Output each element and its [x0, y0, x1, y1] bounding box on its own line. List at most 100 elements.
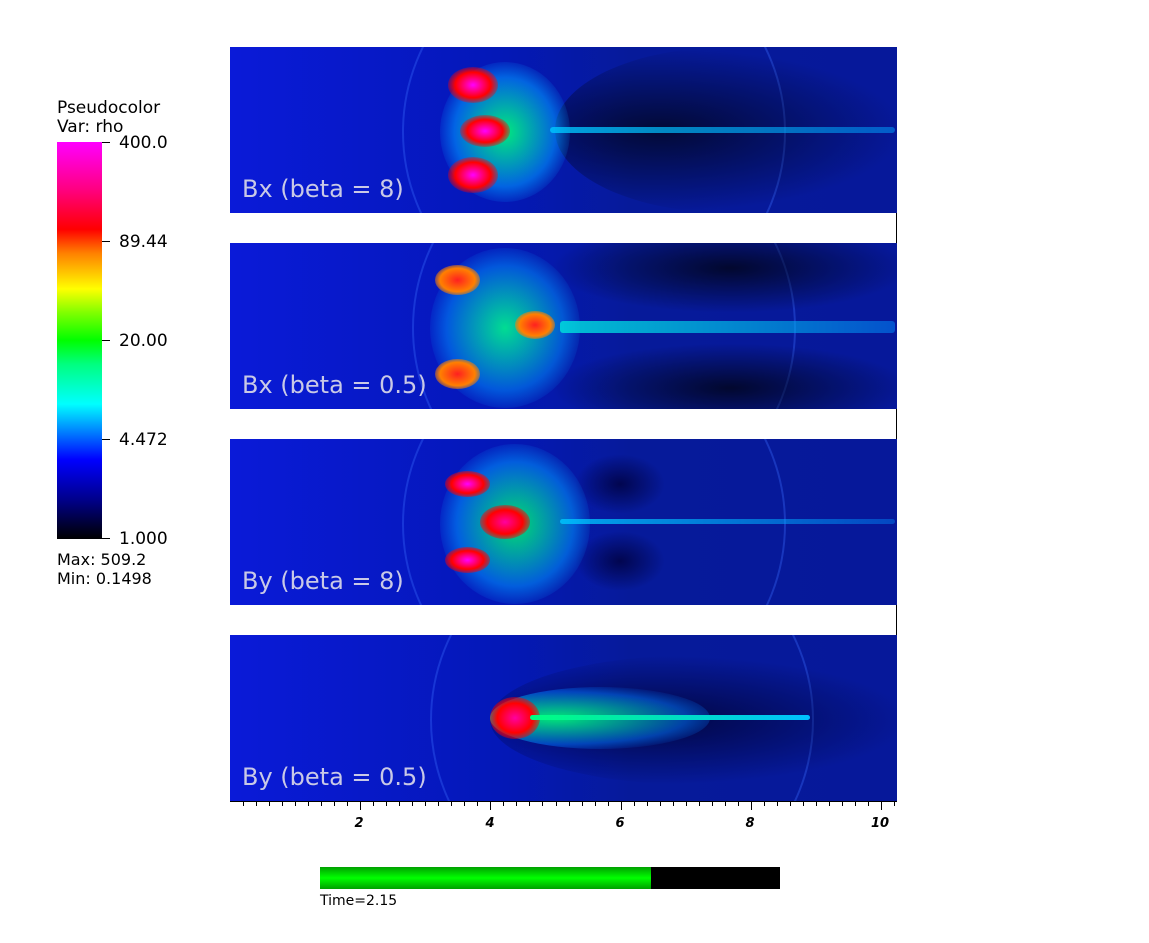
x-axis-minor-tick: [828, 801, 830, 806]
x-axis-minor-tick: [321, 801, 323, 806]
x-axis-minor-tick: [776, 801, 778, 806]
panel-divider: [896, 605, 897, 635]
jet-tail: [560, 519, 895, 524]
colorbar-tick-label: 4.472: [119, 430, 168, 450]
jet-tail: [530, 715, 810, 720]
legend-min: Min: 0.1498: [57, 569, 152, 588]
time-progress-bar: [320, 867, 780, 889]
x-axis-minor-tick: [854, 801, 856, 806]
x-axis-minor-tick: [386, 801, 388, 806]
x-axis-minor-tick: [594, 801, 596, 806]
x-axis-minor-tick: [347, 801, 349, 806]
x-axis-minor-tick: [295, 801, 297, 806]
x-axis-minor-tick: [750, 801, 752, 810]
x-axis-minor-tick: [282, 801, 284, 806]
simulation-panel-bx-beta-05: Bx (beta = 0.5): [230, 243, 897, 409]
colorbar-tick-label: 1.000: [119, 529, 168, 549]
x-axis-minor-tick: [399, 801, 401, 806]
x-axis-minor-tick: [568, 801, 570, 806]
colorbar-tick-label: 400.0: [119, 133, 168, 153]
x-axis: [230, 801, 897, 802]
dense-clump: [435, 359, 480, 389]
x-axis-minor-tick: [503, 801, 505, 806]
x-axis-minor-tick: [711, 801, 713, 806]
x-axis-minor-tick: [529, 801, 531, 806]
panel-divider: [896, 409, 897, 439]
panel-label: Bx (beta = 8): [242, 175, 404, 203]
x-axis-minor-tick: [438, 801, 440, 806]
dense-clump: [515, 311, 555, 339]
panel-label: By (beta = 8): [242, 567, 404, 595]
x-axis-minor-tick: [659, 801, 661, 806]
x-axis-minor-tick: [672, 801, 674, 806]
legend-max: Max: 509.2: [57, 550, 147, 569]
x-axis-minor-tick: [724, 801, 726, 806]
dense-clump: [448, 157, 498, 193]
x-axis-minor-tick: [542, 801, 544, 806]
x-axis-tick-label: 8: [745, 816, 755, 831]
jet-tail: [560, 321, 895, 333]
simulation-panel-by-beta-05: By (beta = 0.5): [230, 635, 897, 801]
colorbar-tick-mark: [102, 538, 110, 539]
simulation-panel-bx-beta-8: Bx (beta = 8): [230, 47, 897, 213]
x-axis-minor-tick: [685, 801, 687, 806]
colorbar-tick-mark: [102, 142, 110, 143]
cavity: [575, 531, 665, 591]
x-axis-minor-tick: [256, 801, 258, 806]
x-axis-minor-tick: [802, 801, 804, 806]
x-axis-minor-tick: [841, 801, 843, 806]
x-axis-minor-tick: [490, 801, 492, 810]
jet-tail: [550, 127, 895, 133]
x-axis-minor-tick: [763, 801, 765, 806]
cavity: [550, 343, 897, 409]
x-axis-minor-tick: [607, 801, 609, 806]
x-axis-minor-tick: [451, 801, 453, 806]
x-axis-minor-tick: [881, 801, 882, 810]
x-axis-minor-tick: [555, 801, 557, 806]
dense-clump: [445, 547, 490, 573]
x-axis-minor-tick: [477, 801, 479, 806]
x-axis-minor-tick: [425, 801, 427, 806]
x-axis-minor-tick: [581, 801, 583, 806]
x-axis-minor-tick: [334, 801, 336, 806]
x-axis-minor-tick: [633, 801, 635, 806]
x-axis-minor-tick: [620, 801, 622, 810]
colorbar-tick-mark: [102, 340, 110, 341]
colorbar-tick-label: 20.00: [119, 331, 168, 351]
colorbar-tick-label: 89.44: [119, 232, 168, 252]
x-axis-minor-tick: [516, 801, 518, 806]
x-axis-tick-label: 4: [485, 816, 495, 831]
x-axis-minor-tick: [373, 801, 375, 806]
dense-clump: [460, 115, 510, 147]
x-axis-minor-tick: [867, 801, 869, 806]
x-axis-minor-tick: [360, 801, 362, 810]
x-axis-minor-tick: [894, 801, 896, 806]
x-axis-minor-tick: [308, 801, 310, 806]
x-axis-minor-tick: [243, 801, 245, 806]
dense-clump: [445, 471, 490, 497]
x-axis-tick-label: 10: [870, 816, 890, 831]
dense-clump: [480, 505, 530, 539]
panel-label: Bx (beta = 0.5): [242, 371, 427, 399]
simulation-panel-by-beta-8: By (beta = 8): [230, 439, 897, 605]
legend-variable: Var: rho: [57, 117, 124, 137]
dense-clump: [448, 67, 498, 103]
x-axis-minor-tick: [789, 801, 791, 806]
x-axis-minor-tick: [412, 801, 414, 806]
x-axis-minor-tick: [737, 801, 739, 806]
colorbar-tick-mark: [102, 241, 110, 242]
x-axis-minor-tick: [269, 801, 271, 806]
colorbar-tick-mark: [102, 439, 110, 440]
legend-title: Pseudocolor: [57, 98, 161, 118]
dense-clump: [435, 265, 480, 295]
time-progress-fill: [320, 867, 652, 889]
panel-divider: [896, 213, 897, 243]
colorbar: [57, 142, 102, 539]
x-axis-tick-label: 2: [354, 816, 364, 831]
x-axis-minor-tick: [646, 801, 648, 806]
x-axis-minor-tick: [464, 801, 466, 806]
panel-label: By (beta = 0.5): [242, 763, 427, 791]
x-axis-minor-tick: [815, 801, 817, 806]
time-label: Time=2.15: [320, 893, 398, 909]
x-axis-tick-label: 6: [615, 816, 625, 831]
